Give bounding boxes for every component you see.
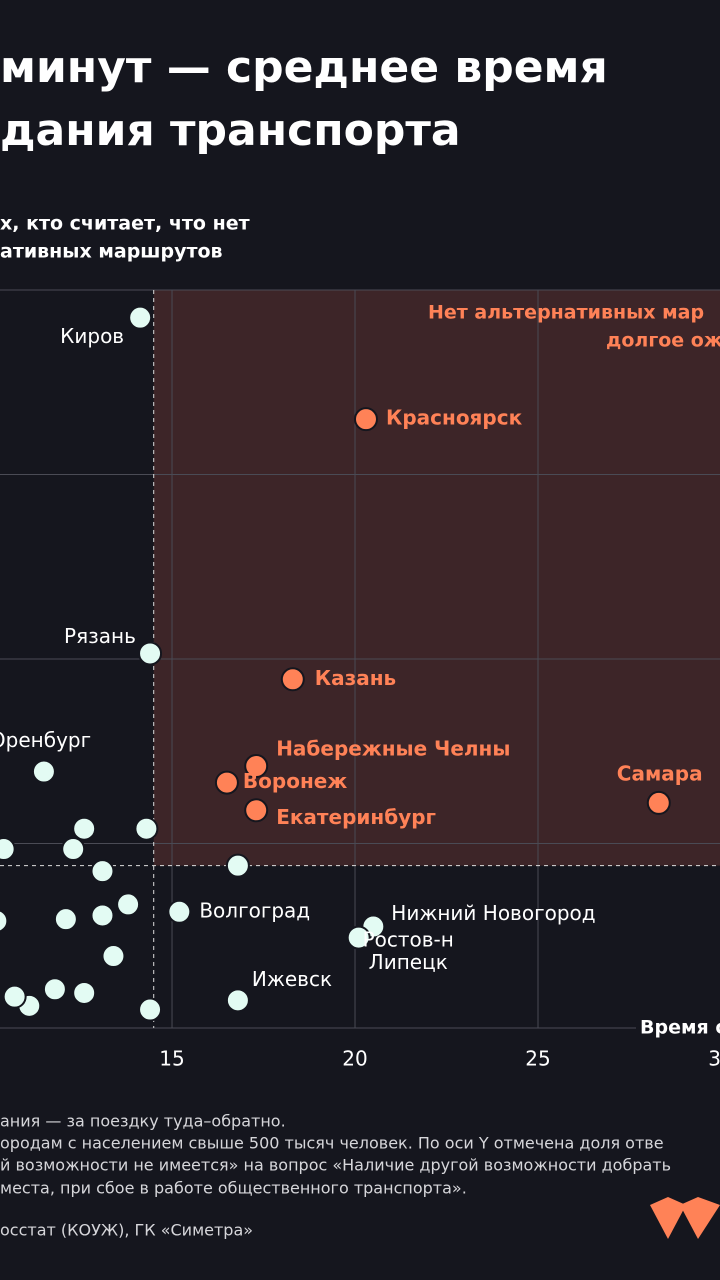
point — [90, 859, 115, 884]
point — [225, 988, 250, 1013]
subtitle: х, кто считает, что нет — [0, 213, 250, 235]
point — [346, 925, 371, 950]
point — [31, 759, 56, 784]
footnote: места, при сбое в работе общественного т… — [0, 1179, 467, 1198]
point — [225, 853, 250, 878]
point — [61, 837, 86, 862]
point — [0, 837, 16, 862]
source: осстат (КОУЖ), ГК «Симетра» — [0, 1221, 253, 1240]
footnote: ородам с населением свыше 500 тысяч чело… — [0, 1134, 664, 1153]
x-label: Время с — [640, 1017, 720, 1039]
footnote: й возможности не имеется» на вопрос «Нал… — [0, 1156, 671, 1175]
subtitle: ативных маршрутов — [0, 241, 223, 263]
point-label: Ростов-н — [363, 927, 454, 951]
point-label: Воронеж — [243, 769, 347, 793]
x-tick-label: 25 — [525, 1047, 550, 1071]
point — [90, 903, 115, 928]
point-label: Киров — [60, 324, 124, 348]
point — [244, 754, 269, 779]
point-label: Красноярск — [386, 406, 523, 430]
point-label: Казань — [315, 666, 396, 690]
point-label: Липецк — [369, 950, 448, 974]
logo — [650, 1197, 720, 1239]
point — [646, 790, 671, 815]
point — [116, 892, 141, 917]
x-tick-label: 30 — [708, 1047, 720, 1071]
point — [0, 909, 9, 933]
point-label: Набережные Челны — [276, 737, 510, 761]
title: дания транспорта — [0, 105, 461, 156]
point-label: Волгоград — [199, 898, 310, 922]
point — [134, 816, 159, 841]
point — [167, 899, 192, 924]
point-label: Екатеринбург — [276, 805, 436, 829]
x-tick-label: 20 — [342, 1047, 367, 1071]
point — [138, 641, 163, 666]
point — [42, 977, 67, 1002]
point — [214, 770, 239, 795]
point-label: Рязань — [64, 624, 136, 648]
point — [244, 798, 269, 823]
point — [128, 305, 153, 330]
point — [53, 907, 78, 932]
point-label: Самара — [617, 761, 703, 785]
point-label: Оренбург — [0, 728, 91, 752]
title: минут — среднее время — [0, 42, 608, 93]
point — [280, 667, 305, 692]
point — [72, 980, 97, 1005]
point-label: Ижевск — [252, 967, 332, 991]
region-label: долгое ож — [606, 330, 720, 352]
footnote: ания — за поездку туда–обратно. — [0, 1112, 286, 1131]
point — [353, 407, 378, 432]
x-label-bg — [636, 1016, 720, 1040]
point — [138, 997, 163, 1022]
point — [72, 816, 97, 841]
point — [101, 944, 126, 969]
point-label: Нижний Новогород — [391, 901, 595, 925]
region-label: Нет альтернативных мар — [428, 302, 704, 324]
x-tick-label: 15 — [159, 1047, 184, 1071]
point — [2, 984, 27, 1009]
